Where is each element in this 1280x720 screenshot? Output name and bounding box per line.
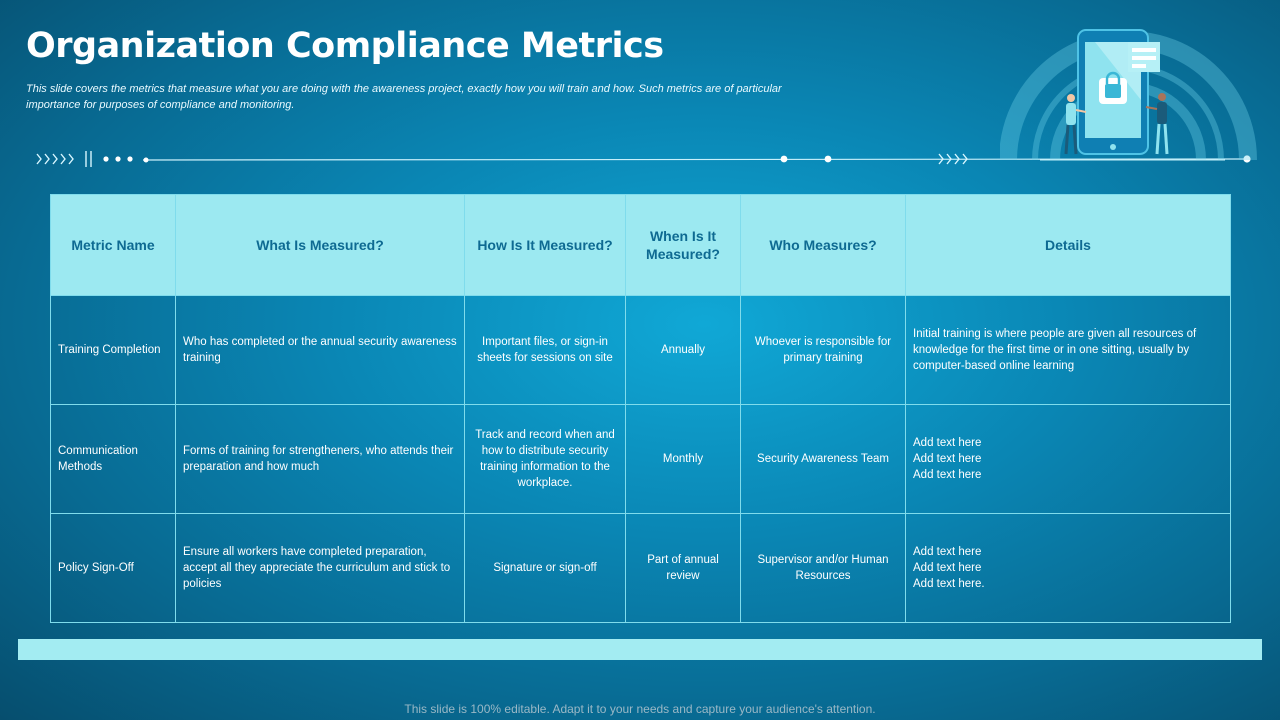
cell-details: Add text here Add text here Add text her… bbox=[905, 404, 1231, 514]
cell-how-is-it-measured: Track and record when and how to distrib… bbox=[464, 404, 626, 514]
smartphone-lock-icon bbox=[1077, 29, 1160, 155]
page-title: Organization Compliance Metrics bbox=[26, 26, 664, 66]
header-what-is-measured: What Is Measured? bbox=[175, 194, 465, 296]
cell-details: Initial training is where people are giv… bbox=[905, 295, 1231, 405]
table-row: Policy Sign-Off Ensure all workers have … bbox=[50, 513, 1231, 623]
cell-metric-name: Training Completion bbox=[50, 295, 176, 405]
cell-when-is-it-measured: Part of annual review bbox=[625, 513, 741, 623]
bottom-accent-bar bbox=[18, 639, 1262, 660]
header-details: Details bbox=[905, 194, 1231, 296]
cell-who-measures: Whoever is responsible for primary train… bbox=[740, 295, 906, 405]
details-line: Add text here bbox=[913, 469, 982, 481]
details-line: Add text here bbox=[913, 437, 982, 449]
details-line: Add text here bbox=[913, 562, 982, 574]
person-icon bbox=[1064, 94, 1087, 155]
cell-what-is-measured: Ensure all workers have completed prepar… bbox=[175, 513, 465, 623]
dots-icon bbox=[103, 156, 133, 162]
cell-details: Add text here Add text here Add text her… bbox=[905, 513, 1231, 623]
chevrons-right-icon bbox=[36, 153, 74, 165]
details-line: Add text here. bbox=[913, 578, 985, 590]
cell-how-is-it-measured: Signature or sign-off bbox=[464, 513, 626, 623]
cell-what-is-measured: Who has completed or the annual security… bbox=[175, 295, 465, 405]
cell-who-measures: Security Awareness Team bbox=[740, 404, 906, 514]
details-line: Add text here bbox=[913, 453, 982, 465]
cell-who-measures: Supervisor and/or Human Resources bbox=[740, 513, 906, 623]
person-icon bbox=[1145, 93, 1169, 155]
header-how-is-it-measured: How Is It Measured? bbox=[464, 194, 626, 296]
header-metric-name: Metric Name bbox=[50, 194, 176, 296]
pause-bars-icon bbox=[85, 151, 92, 167]
cell-what-is-measured: Forms of training for strengtheners, who… bbox=[175, 404, 465, 514]
page-subtitle: This slide covers the metrics that measu… bbox=[26, 83, 782, 111]
cell-how-is-it-measured: Important files, or sign-in sheets for s… bbox=[464, 295, 626, 405]
footer-note: This slide is 100% editable. Adapt it to… bbox=[404, 702, 876, 716]
table-row: Communication Methods Forms of training … bbox=[50, 404, 1231, 514]
details-line: Initial training is where people are giv… bbox=[913, 328, 1197, 372]
cell-metric-name: Communication Methods bbox=[50, 404, 176, 514]
cell-metric-name: Policy Sign-Off bbox=[50, 513, 176, 623]
chevrons-right-icon bbox=[938, 153, 968, 165]
details-line: Add text here bbox=[913, 546, 982, 558]
decorative-timeline bbox=[36, 151, 1251, 167]
cell-when-is-it-measured: Annually bbox=[625, 295, 741, 405]
table-header-row: Metric Name What Is Measured? How Is It … bbox=[50, 194, 1231, 296]
header-when-is-it-measured: When Is It Measured? bbox=[625, 194, 741, 296]
compliance-metrics-table: Metric Name What Is Measured? How Is It … bbox=[50, 194, 1231, 623]
cell-when-is-it-measured: Monthly bbox=[625, 404, 741, 514]
header-who-measures: Who Measures? bbox=[740, 194, 906, 296]
security-illustration bbox=[1000, 29, 1257, 161]
table-row: Training Completion Who has completed or… bbox=[50, 295, 1231, 405]
